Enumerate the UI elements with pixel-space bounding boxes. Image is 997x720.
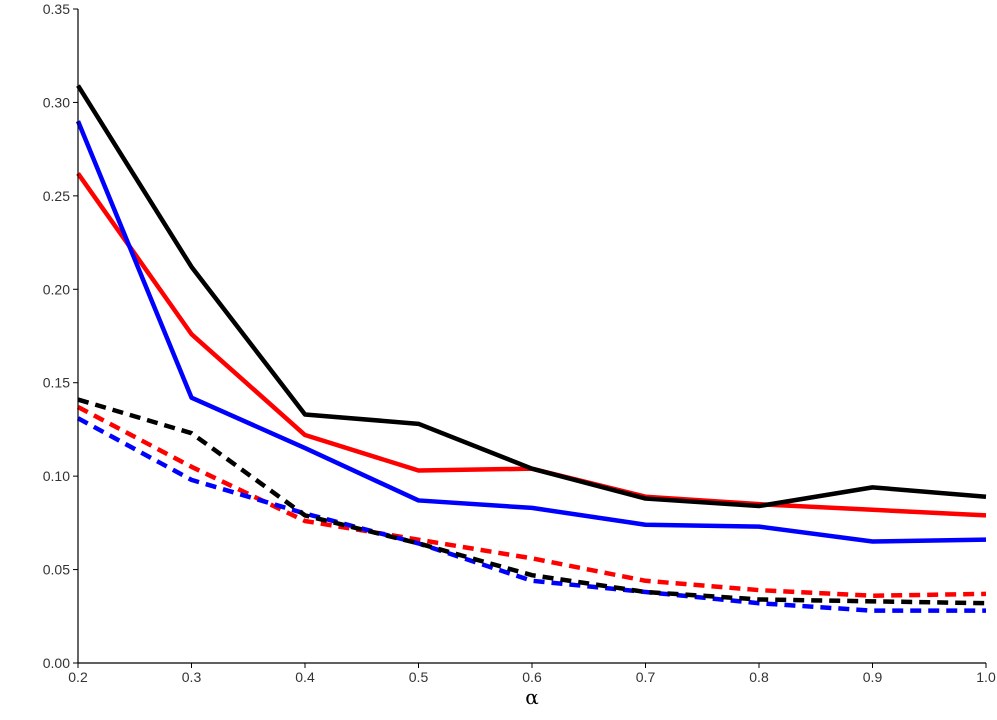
series-line-2 [75,120,987,544]
y-tick-label: 0.15 [43,375,70,391]
series-line-3 [76,84,987,509]
x-tick-label: 0.2 [68,669,88,685]
series-line-5 [76,416,986,613]
y-tick-label: 0.20 [43,281,70,297]
tick-layer: 0.2 0.3 0.4 0.5 0.6 0.7 0.8 0.9 1.0 0.00 0.05 0.10 0… [43,1,996,685]
series-line-6 [77,397,987,606]
y-tick-label: 0.30 [43,94,70,110]
x-axis-title: α [525,685,539,709]
x-tick-label: 0.3 [182,669,202,685]
x-tick-label: 0.8 [749,669,769,685]
axes-layer [77,9,986,664]
y-tick-label: 0.10 [43,468,70,484]
y-tick-label: 0.25 [43,188,70,204]
y-tick-label: 0.35 [43,1,70,17]
x-tick-label: 1.0 [976,669,996,685]
x-tick-label: 0.5 [409,669,429,685]
x-tick-label: 0.7 [636,669,656,685]
x-tick-label: 0.4 [295,669,315,685]
series-layer [75,84,987,613]
series-line-1 [76,172,987,518]
x-tick-label: 0.9 [863,669,883,685]
y-tick-label: 0.05 [43,562,70,578]
x-tick-label: 0.6 [522,669,542,685]
series-line-4 [76,405,987,598]
y-tick-label: 0.00 [43,655,70,671]
